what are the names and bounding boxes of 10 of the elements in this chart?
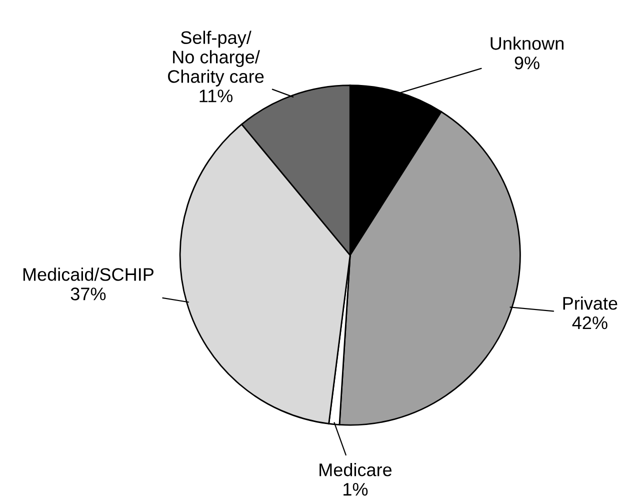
data-label: 11% bbox=[200, 90, 233, 102]
data-label: 1% bbox=[344, 482, 368, 496]
slice-label: Unknown bbox=[490, 36, 564, 50]
slice-label: Medicare bbox=[320, 462, 392, 476]
data-label: 37% bbox=[70, 288, 106, 300]
slice-label: Self-pay/ No charge/ Charity care bbox=[168, 30, 264, 86]
slice-label: Medicaid/SCHIP bbox=[23, 268, 154, 281]
data-label: 42% bbox=[572, 316, 608, 330]
slice-label: Private bbox=[563, 296, 618, 310]
data-label: 9% bbox=[514, 56, 540, 70]
